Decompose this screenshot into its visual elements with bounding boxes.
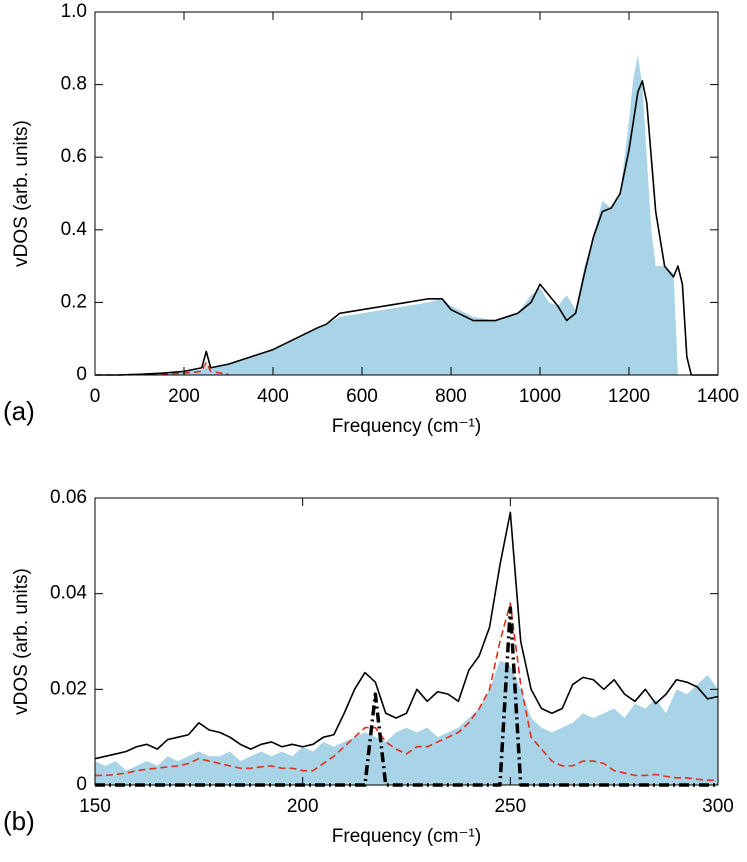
y-tick-label: 0.2 [61, 291, 87, 312]
x-axis-label: Frequency (cm⁻¹) [332, 416, 481, 437]
y-tick-label: 0.4 [61, 219, 88, 240]
x-tick-label: 1200 [608, 386, 650, 407]
y-tick-label: 0.8 [61, 74, 87, 95]
y-tick-label: 0 [76, 364, 87, 385]
x-tick-label: 150 [79, 796, 111, 817]
area [95, 660, 718, 785]
x-tick-label: 1000 [519, 386, 561, 407]
y-tick-label: 1.0 [61, 1, 87, 22]
y-axis-label: vDOS (arb. units) [11, 120, 32, 267]
x-tick-label: 200 [287, 796, 319, 817]
plot-frame [94, 11, 719, 376]
plot-frame [94, 497, 719, 786]
line [95, 602, 718, 782]
panel-label: (b) [3, 806, 35, 836]
x-tick-label: 0 [90, 386, 101, 407]
x-tick-label: 400 [257, 386, 289, 407]
x-tick-label: 800 [435, 386, 467, 407]
line [94, 511, 719, 760]
y-tick-label: 0.04 [50, 583, 87, 604]
panel-label: (a) [3, 396, 35, 426]
x-tick-label: 600 [346, 386, 378, 407]
x-tick-label: 1400 [697, 386, 739, 407]
y-tick-label: 0 [76, 774, 87, 795]
y-tick-label: 0.06 [50, 487, 87, 508]
x-axis-label: Frequency (cm⁻¹) [332, 826, 481, 847]
y-tick-label: 0.02 [50, 678, 87, 699]
x-tick-label: 300 [702, 796, 734, 817]
y-axis-label: vDOS (arb. units) [11, 568, 32, 715]
line [95, 80, 718, 376]
y-tick-label: 0.6 [61, 146, 87, 167]
area [95, 55, 718, 376]
x-tick-label: 250 [494, 796, 526, 817]
x-tick-label: 200 [168, 386, 200, 407]
